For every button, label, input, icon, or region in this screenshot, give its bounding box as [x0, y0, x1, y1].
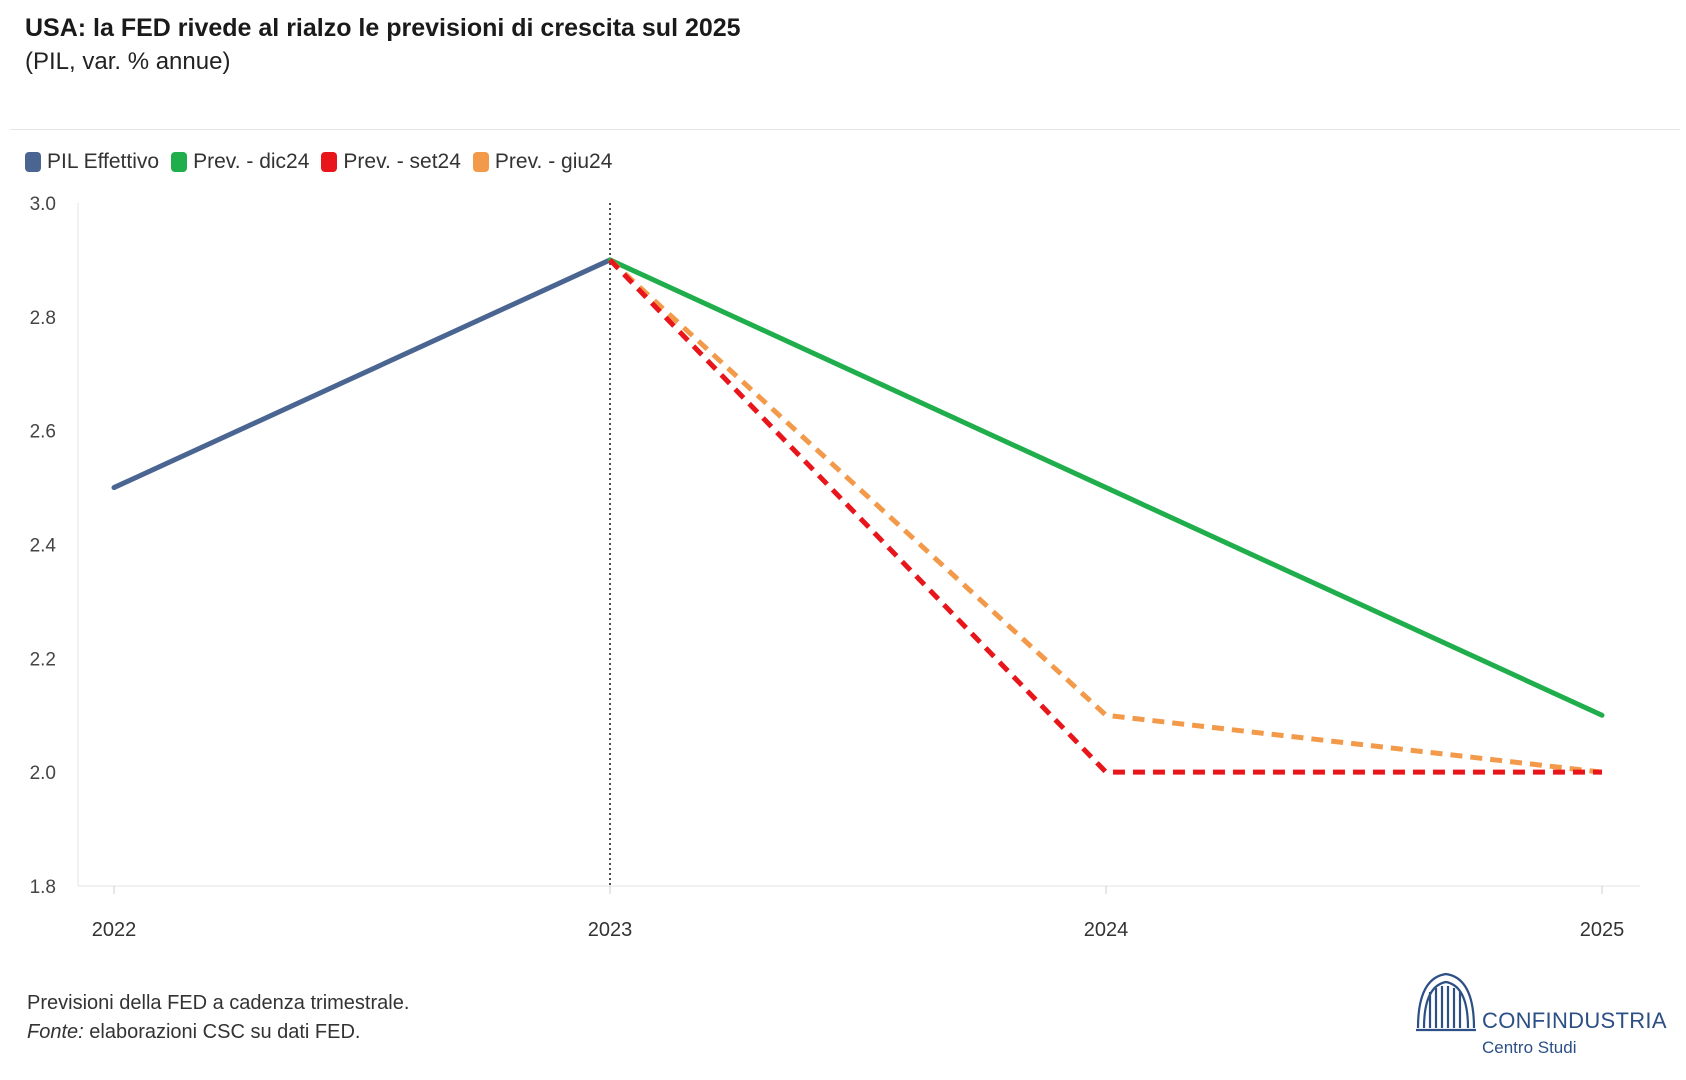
source-label: Fonte:: [27, 1021, 84, 1043]
legend-swatch: [25, 152, 41, 172]
legend-label: Prev. - dic24: [193, 150, 310, 173]
legend-item-pil-effettivo[interactable]: PIL Effettivo: [25, 150, 159, 174]
x-tick-label: 2023: [588, 919, 633, 941]
legend-label: Prev. - set24: [343, 150, 461, 173]
series-line-prev-set24: [608, 258, 1602, 775]
legend-item-prev-giu24[interactable]: Prev. - giu24: [472, 150, 613, 174]
confindustria-logo: CONFINDUSTRIA Centro Studi: [1414, 968, 1676, 1063]
chart-title: USA: la FED rivede al rialzo le previsio…: [25, 14, 741, 42]
logo-subtitle: Centro Studi: [1482, 1038, 1577, 1057]
legend-swatch: [171, 152, 188, 172]
y-tick-label: 3.0: [30, 194, 56, 215]
x-tick-label: 2025: [1580, 919, 1625, 941]
legend-item-prev-set24[interactable]: Prev. - set24: [321, 150, 461, 174]
y-tick-label: 2.0: [30, 763, 56, 784]
series-line-prev-dic24: [607, 257, 1605, 718]
y-tick-label: 2.6: [30, 422, 56, 443]
legend-swatch: [472, 152, 489, 172]
y-tick-label: 2.8: [30, 308, 56, 329]
y-tick-label: 2.4: [30, 536, 57, 557]
legend: PIL Effettivo Prev. - dic24 Prev. - set2…: [25, 150, 624, 174]
legend-label: Prev. - giu24: [494, 150, 613, 173]
y-tick-label: 2.2: [30, 649, 56, 670]
series-line-prev-giu24: [608, 258, 1603, 775]
chart-source: Fonte: elaborazioni CSC su dati FED.: [27, 1021, 361, 1044]
logo-emblem-icon: [1416, 972, 1476, 1032]
x-tick-label: 2022: [92, 919, 137, 941]
x-tick-label: 2024: [1084, 919, 1129, 941]
legend-label: PIL Effettivo: [47, 150, 160, 173]
chart-subtitle: (PIL, var. % annue): [25, 48, 231, 75]
logo-name: CONFINDUSTRIA: [1482, 1008, 1667, 1033]
y-tick-label: 1.8: [30, 877, 56, 898]
source-text: elaborazioni CSC su dati FED.: [83, 1021, 361, 1043]
header-divider: [10, 129, 1680, 130]
legend-swatch: [321, 152, 338, 172]
legend-item-prev-dic24[interactable]: Prev. - dic24: [171, 150, 309, 174]
chart-note: Previsioni della FED a cadenza trimestra…: [27, 992, 410, 1014]
series-line-pil-effettivo: [111, 257, 613, 491]
